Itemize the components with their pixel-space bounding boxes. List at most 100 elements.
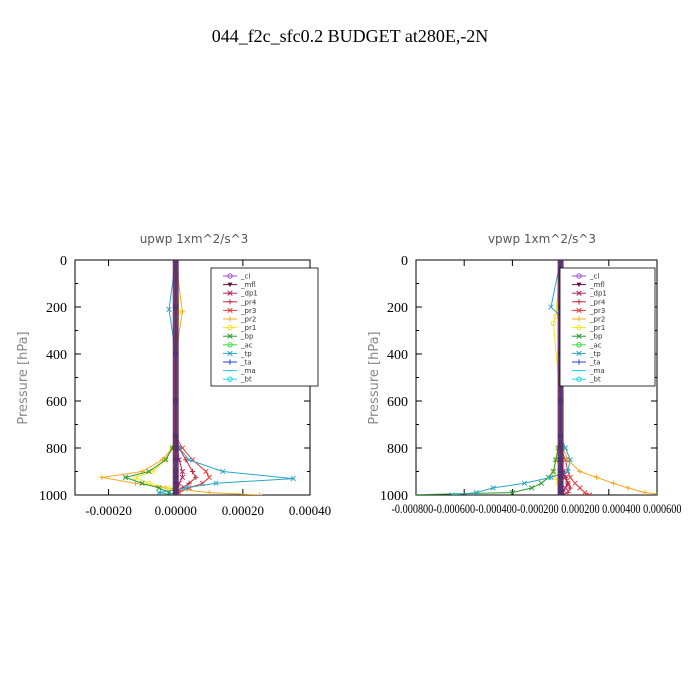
y-tick-label: 0 — [401, 254, 408, 269]
legend-marker — [227, 333, 233, 339]
legend-label: _ac — [589, 341, 602, 349]
legend-label: _ta — [240, 359, 252, 367]
legend-marker — [576, 282, 582, 288]
series-point-pr2 — [179, 309, 186, 315]
series-point-pr1 — [162, 457, 169, 463]
x-tick-label: -0.00020 — [85, 503, 132, 518]
y-tick-label: 1000 — [39, 489, 67, 504]
series-line-tp — [452, 260, 571, 495]
legend-label: _dp1 — [240, 290, 258, 298]
legend-label: _tp — [240, 350, 252, 358]
series-point-dp1 — [179, 468, 186, 475]
legend-label: _ac — [240, 341, 253, 349]
series-point-bp — [538, 480, 544, 486]
series-point-pr2 — [625, 485, 631, 491]
legend-marker — [227, 299, 233, 305]
y-tick-label: 400 — [46, 348, 67, 363]
series-point-pr2 — [594, 474, 600, 480]
series-point-tp — [166, 306, 172, 313]
series-point-pr4 — [183, 457, 189, 463]
legend-label: _ma — [589, 367, 605, 375]
series-point-tp — [473, 489, 479, 495]
legend-marker — [227, 307, 233, 314]
series-point-tp — [567, 457, 573, 463]
ylabel-vpwp: Pressure [hPa] — [367, 331, 382, 424]
legend-label: _pr2 — [589, 316, 605, 324]
series-point-pr4 — [193, 474, 199, 480]
y-tick-label: 0 — [60, 254, 67, 269]
series-point-tp — [290, 475, 296, 482]
legend-marker — [576, 290, 582, 296]
y-tick-label: 800 — [387, 442, 408, 457]
legend-label: _pr1 — [240, 324, 256, 332]
legend-label: _bt — [589, 376, 601, 384]
y-tick-label: 200 — [387, 301, 408, 316]
legend-marker — [227, 316, 233, 322]
series-point-bp — [122, 474, 129, 481]
ylabel-upwp: Pressure [hPa] — [16, 331, 31, 424]
legend: _cl_mfl_dp1_pr4_pr3_pr2_pr1_bp_ac_tp_ta_… — [559, 267, 656, 387]
legend-marker — [227, 359, 233, 365]
series-point-dp1 — [562, 485, 569, 491]
legend-label: _ta — [589, 359, 601, 367]
series-point-pr4 — [565, 490, 571, 495]
x-tick-label: 0.00000 — [155, 503, 197, 518]
panel-vpwp: vpwp 1xm^2/s^3 Pressure [hPa] 0 200 400 600… — [367, 232, 682, 516]
legend-marker — [576, 273, 582, 279]
legend-marker — [576, 350, 582, 357]
y-tick-label: 200 — [46, 301, 67, 316]
legend-marker — [576, 307, 582, 314]
series-point-tp — [548, 304, 554, 310]
series-point-pr3 — [586, 492, 593, 495]
series-point-bp — [156, 485, 162, 491]
series-group — [99, 260, 296, 495]
legend-marker — [576, 324, 582, 331]
series-point-bp — [553, 457, 559, 463]
series-point-bp — [550, 468, 557, 475]
panel-upwp: upwp 1xm^2/s^3 Pressure [hPa] 0 200 400 600… — [16, 232, 331, 518]
legend-label: _mfl — [240, 281, 256, 289]
series-point-tp — [183, 485, 189, 491]
legend-marker — [227, 324, 233, 331]
series-point-tp — [521, 480, 528, 486]
y-tick-label: 800 — [46, 442, 67, 457]
series-point-bp — [529, 485, 535, 491]
legend-marker — [576, 316, 582, 322]
series-point-pr3 — [582, 489, 588, 495]
y-tick-label: 400 — [387, 348, 408, 363]
series-point-pr3 — [567, 474, 573, 481]
plot-area-vpwp: 0 200 400 600 800 1000-0.000800-0.000600-0.00… — [380, 254, 682, 516]
series-point-tp — [548, 474, 554, 481]
series-point-pr3 — [203, 468, 209, 475]
legend-label: _bp — [589, 333, 603, 341]
series-point-tp — [220, 468, 226, 475]
panel-title-vpwp: vpwp 1xm^2/s^3 — [488, 232, 596, 246]
legend-label: _tp — [589, 350, 601, 358]
series-point-tp — [565, 468, 571, 475]
legend-label: _bp — [240, 333, 254, 341]
series-point-pr3 — [577, 485, 583, 491]
legend-label: _cl — [240, 273, 250, 281]
legend-label: _bt — [240, 376, 252, 384]
series-point-pr2 — [611, 480, 617, 486]
y-tick-label: 1000 — [380, 489, 408, 504]
legend-box — [559, 267, 656, 387]
series-point-pr4 — [567, 485, 573, 491]
legend-label: _pr3 — [240, 307, 256, 315]
legend-label: _ma — [240, 367, 256, 375]
series-point-bp — [162, 457, 169, 463]
legend-marker — [227, 350, 233, 357]
series-point-pr2 — [159, 457, 165, 463]
series-point-pr2 — [666, 492, 671, 497]
series-point-dp1 — [179, 474, 186, 481]
legend-label: _pr4 — [240, 298, 257, 306]
legend-marker — [227, 282, 233, 288]
x-tick-labels: -0.000800-0.000600-0.000400-0.000200 0.0… — [392, 501, 682, 516]
series-point-bp — [139, 480, 145, 486]
legend-marker — [576, 359, 582, 365]
figure-title: 044_f2c_sfc0.2 BUDGET at280E,-2N — [212, 26, 489, 46]
legend-label: _dp1 — [589, 290, 607, 298]
legend-marker — [576, 342, 582, 348]
series-point-pr3 — [572, 480, 578, 486]
